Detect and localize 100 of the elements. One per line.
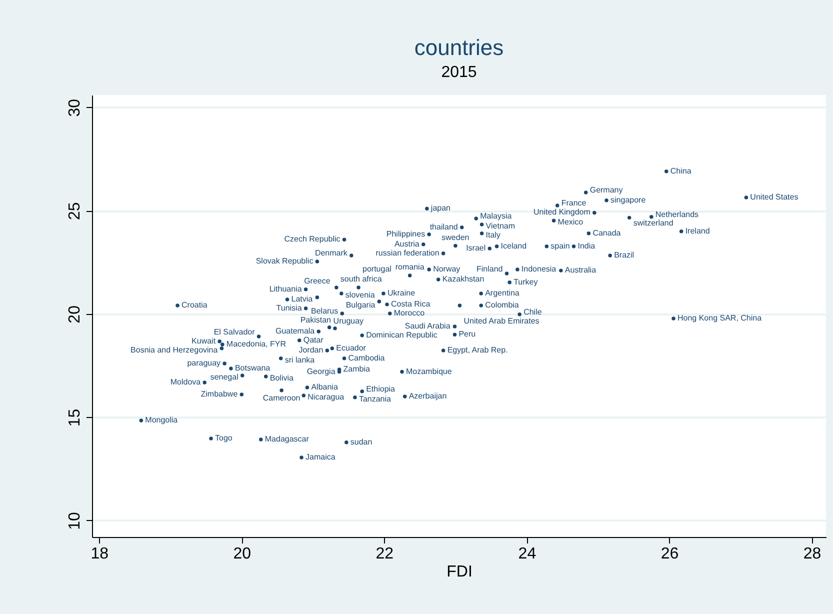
data-label: Madagascar: [264, 434, 310, 444]
data-label: Denmark: [314, 248, 348, 258]
y-tick-label: 30: [66, 98, 84, 117]
data-label: Tanzania: [358, 394, 392, 404]
chart-subtitle: 2015: [441, 64, 477, 81]
data-label: Saudi Arabia: [404, 322, 451, 331]
y-tick-label: 10: [66, 512, 84, 530]
data-label: France: [561, 198, 587, 208]
data-label: Uruguay: [333, 316, 364, 326]
data-label: Azerbaijan: [408, 392, 447, 401]
data-label: Bosnia and Herzegovina: [130, 345, 218, 354]
data-label: United States: [750, 192, 798, 202]
data-label: Egypt, Arab Rep.: [447, 345, 508, 354]
data-label: Zimbabwe: [200, 389, 238, 398]
data-label: senegal: [210, 372, 239, 382]
data-label: Norway: [433, 264, 460, 274]
data-label: Germany: [590, 185, 623, 194]
data-label: Malaysia: [480, 212, 512, 221]
data-label: Pakistan: [300, 315, 332, 324]
data-label: India: [578, 241, 596, 250]
data-label: Indonesia: [521, 264, 557, 274]
data-label: slovenia: [345, 290, 376, 300]
data-label: Ethiopia: [366, 384, 396, 394]
data-label: Czech Republic: [284, 234, 340, 244]
data-label: Mozambique: [406, 366, 452, 376]
y-tick-label: 25: [66, 202, 84, 220]
data-label: Zambia: [343, 364, 371, 374]
data-label: Australia: [564, 266, 597, 275]
data-label: japan: [430, 204, 451, 213]
data-label: Botswana: [234, 363, 271, 372]
data-label: Croatia: [182, 300, 208, 310]
data-label: Macedonia, FYR: [226, 340, 286, 349]
data-label: Guatemala: [275, 326, 316, 336]
data-label: Qatar: [303, 335, 324, 344]
data-label: Latvia: [291, 294, 314, 304]
data-label: russian federation: [376, 248, 440, 258]
data-label: Peru: [458, 330, 476, 339]
data-label: Canada: [592, 228, 622, 238]
data-label: Turkey: [514, 277, 538, 286]
data-label: Colombia: [485, 300, 520, 310]
data-label: Lithuania: [269, 284, 302, 294]
data-label: Jordan: [298, 345, 324, 354]
data-label: Chile: [524, 307, 542, 316]
data-label: sudan: [350, 437, 372, 446]
data-label: thailand: [430, 222, 458, 232]
data-label: United Kingdom: [533, 208, 591, 217]
data-label: paraguay: [187, 358, 221, 368]
x-tick-label: 22: [376, 546, 394, 562]
data-label: Mexico: [558, 218, 584, 227]
data-label: singapore: [610, 195, 646, 204]
data-label: Nicaragua: [308, 392, 345, 402]
data-label: Kazakhstan: [442, 274, 484, 284]
data-label: Bulgaria: [346, 300, 376, 310]
x-tick-label: 20: [233, 546, 252, 562]
data-label: Argentina: [485, 288, 520, 298]
data-label: Cambodia: [348, 353, 386, 362]
data-label: Netherlands: [655, 210, 699, 219]
x-axis-title: FDI: [446, 564, 472, 580]
data-label: sweden: [442, 232, 470, 242]
data-label: Ecuador: [336, 343, 366, 352]
x-tick-label: 24: [518, 546, 536, 562]
data-label: switzerland: [633, 218, 674, 228]
data-label: sri lanka: [284, 355, 316, 364]
data-label: Austria: [394, 239, 420, 248]
data-label: Belarus: [311, 306, 338, 316]
data-label: El Salvador: [214, 327, 256, 336]
data-label: portugal: [362, 264, 392, 274]
data-label: Brazil: [614, 250, 634, 260]
data-label: Ukraine: [387, 288, 416, 298]
data-label: south africa: [340, 274, 382, 284]
data-label: Moldova: [170, 378, 202, 387]
data-label: Iceland: [500, 241, 527, 250]
data-label: Tunisia: [276, 303, 302, 312]
data-label: Togo: [215, 433, 233, 442]
data-label: Finland: [476, 264, 503, 274]
x-tick-label: 18: [90, 546, 109, 562]
x-tick-label: 28: [803, 546, 822, 562]
data-label: Costa Rica: [391, 299, 431, 308]
data-label: romania: [395, 262, 425, 272]
data-label: China: [670, 166, 692, 176]
y-tick-label: 15: [66, 408, 84, 427]
data-label: Ireland: [685, 226, 710, 236]
data-label: spain: [550, 241, 570, 250]
data-label: Dominican Republic: [366, 330, 438, 340]
data-label: United Arab Emirates: [464, 316, 540, 326]
data-label: Greece: [304, 276, 331, 286]
data-label: Georgia: [306, 366, 336, 376]
data-label: Vietnam: [486, 222, 516, 230]
data-label: Morocco: [394, 308, 426, 318]
data-label: Bolivia: [270, 374, 294, 383]
data-label: Cameroon: [262, 393, 300, 402]
data-label: Slovak Republic: [256, 256, 314, 266]
y-tick-label: 20: [66, 305, 84, 324]
data-label: Mongolia: [145, 416, 178, 425]
data-label: Albania: [311, 382, 338, 392]
data-label: Philippines: [386, 229, 426, 238]
data-label: Italy: [486, 230, 500, 240]
chart-title: countries: [414, 35, 504, 60]
x-tick-label: 26: [660, 546, 679, 562]
data-label: Hong Kong SAR, China: [678, 313, 762, 322]
